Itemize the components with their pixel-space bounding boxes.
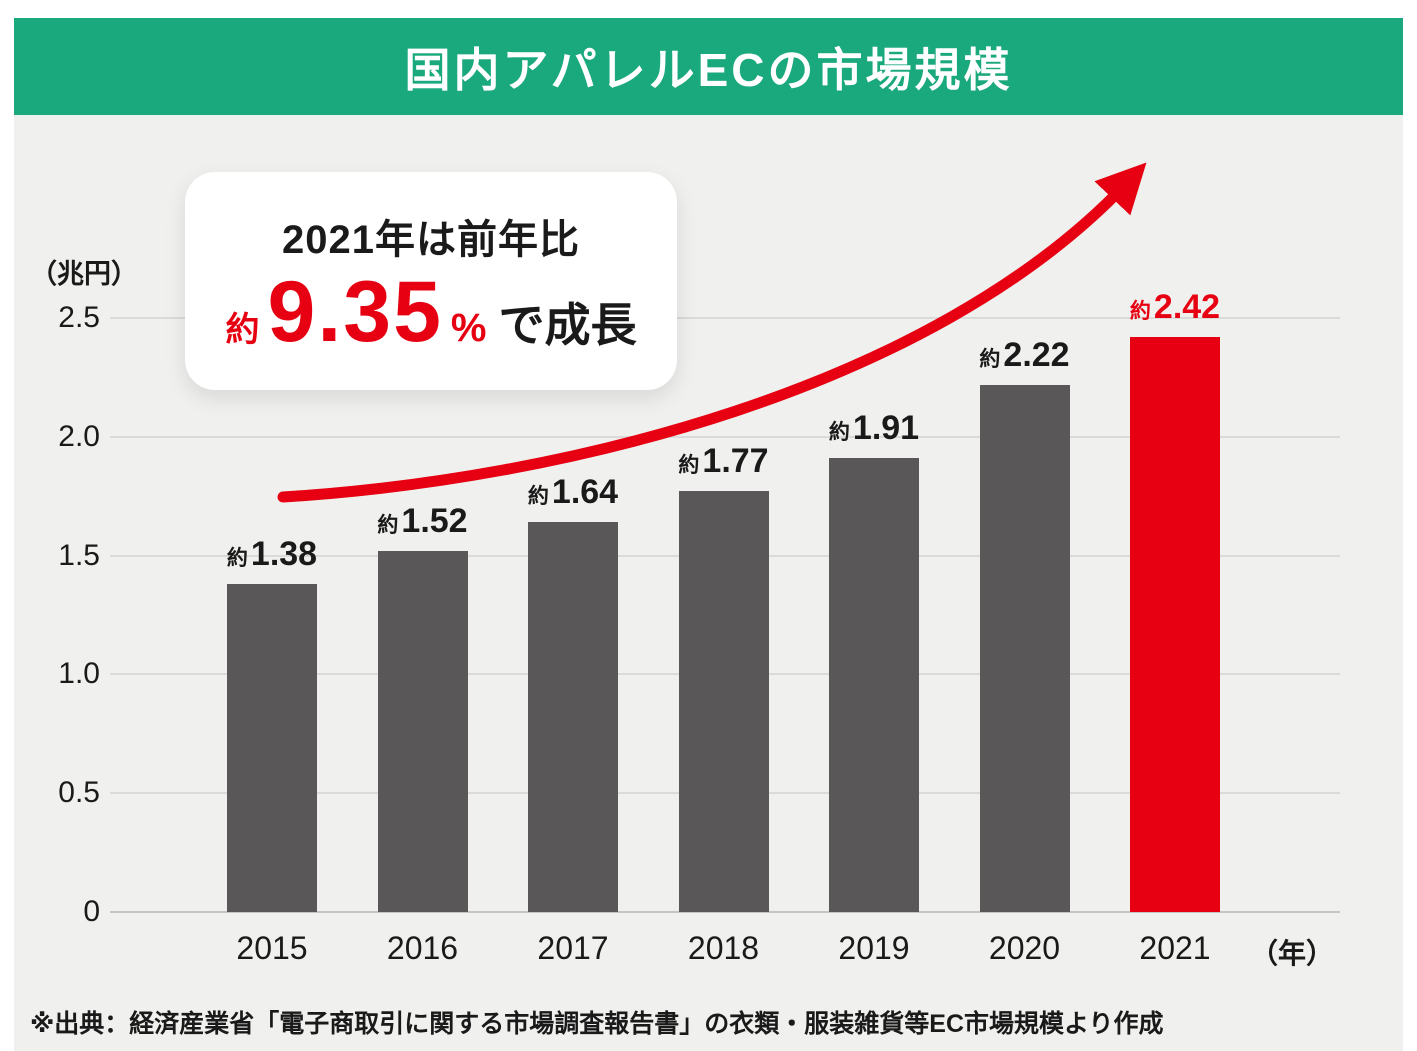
x-tick-label: 2015 <box>236 930 308 966</box>
bar-value-number: 1.91 <box>852 409 920 447</box>
bar-value-number: 2.22 <box>1003 336 1070 374</box>
x-tick-label: 2018 <box>687 930 760 966</box>
callout-growth-number: 9.35 <box>267 264 443 360</box>
bar-value-number: 2.42 <box>1153 288 1221 326</box>
x-tick-label: 2020 <box>988 930 1061 966</box>
bar-2015 <box>227 584 317 912</box>
bar-value-number: 1.64 <box>551 473 619 511</box>
bar-value-number: 1.52 <box>401 502 468 540</box>
bar-value-label: 約1.91 <box>829 409 919 448</box>
bar-value-label: 約1.77 <box>678 442 768 481</box>
approx-prefix: 約 <box>377 514 399 537</box>
source-note: ※出典：経済産業省「電子商取引に関する市場調査報告書」の衣類・服装雑貨等EC市場… <box>30 1010 1164 1038</box>
callout-suffix: で成長 <box>498 299 637 351</box>
callout-line2: 約 9.35 % で成長 <box>226 269 637 355</box>
bar-2017 <box>528 522 618 912</box>
bar-group: 約1.91 <box>829 409 919 912</box>
callout-line1: 2021年は前年比 <box>282 218 580 262</box>
page-title: 国内アパレルECの市場規模 <box>404 43 1013 96</box>
bar-2018 <box>678 491 769 912</box>
bar-group: 約1.77 <box>678 442 769 912</box>
bar-group: 約2.22 <box>979 336 1070 912</box>
bar-group: 約1.52 <box>377 502 468 912</box>
x-tick-label: 2017 <box>537 930 609 966</box>
bar-2016 <box>377 551 468 912</box>
bar-value-label: 約2.22 <box>979 336 1069 375</box>
x-axis-labels: 2015 2016 2017 2018 2019 2020 2021 <box>227 930 1220 967</box>
bar-2019 <box>829 458 919 912</box>
callout-percent-sign: % <box>450 306 487 350</box>
bar-value-label: 約1.52 <box>377 502 467 541</box>
bar-group: 約1.38 <box>227 535 317 912</box>
approx-prefix: 約 <box>828 421 850 444</box>
bar-value-label: 約2.42 <box>1130 288 1220 327</box>
callout-approx: 約 <box>225 311 260 349</box>
bar-value-number: 1.38 <box>250 535 318 573</box>
bar-value-label: 約1.64 <box>528 473 618 512</box>
x-tick-label: 2016 <box>386 930 459 966</box>
x-tick-label: 2019 <box>838 930 910 966</box>
growth-callout: 2021年は前年比 約 9.35 % で成長 <box>185 172 677 390</box>
bar-2021 <box>1130 337 1220 912</box>
approx-prefix: 約 <box>1129 300 1151 323</box>
x-axis-unit-label: （年） <box>1250 938 1335 969</box>
x-tick-label: 2021 <box>1139 930 1211 966</box>
bar-value-number: 1.77 <box>702 442 769 480</box>
bar-group: 約1.64 <box>528 473 618 912</box>
approx-prefix: 約 <box>527 485 549 508</box>
bar-group: 約2.42 <box>1130 288 1220 912</box>
bar-value-label: 約1.38 <box>227 535 317 574</box>
approx-prefix: 約 <box>226 547 248 570</box>
approx-prefix: 約 <box>979 348 1001 371</box>
title-banner: 国内アパレルECの市場規模 <box>14 18 1403 115</box>
bar-2020 <box>979 385 1070 912</box>
approx-prefix: 約 <box>678 454 700 477</box>
y-axis-unit-label: （兆円） <box>30 259 138 289</box>
